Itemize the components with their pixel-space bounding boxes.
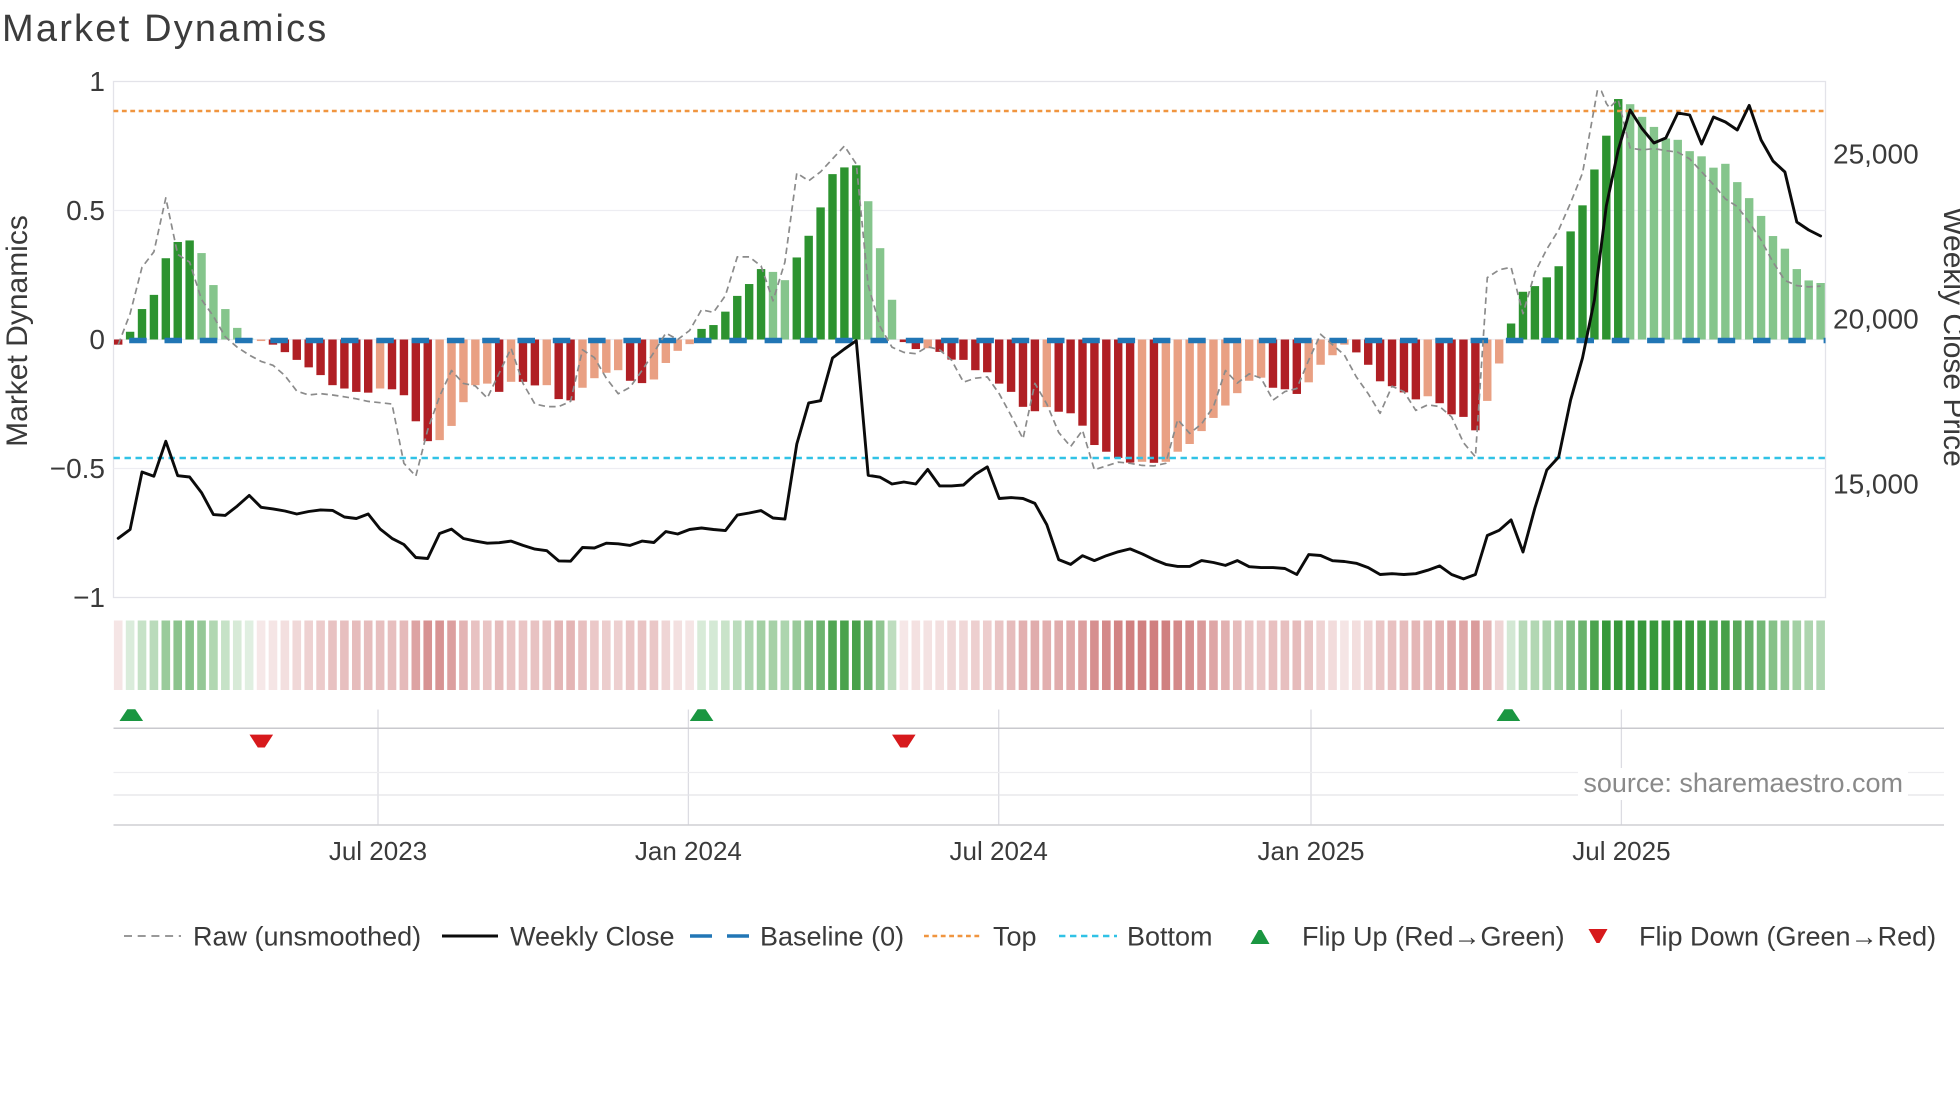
- svg-text:source: sharemaestro.com: source: sharemaestro.com: [1583, 768, 1903, 798]
- svg-text:Jul 2023: Jul 2023: [329, 836, 427, 866]
- svg-text:25,000: 25,000: [1833, 139, 1919, 170]
- svg-text:Top: Top: [993, 922, 1037, 952]
- svg-text:Jan 2025: Jan 2025: [1258, 836, 1365, 866]
- svg-text:Market Dynamics: Market Dynamics: [1, 215, 34, 447]
- svg-text:Bottom: Bottom: [1127, 922, 1213, 952]
- svg-text:Baseline (0): Baseline (0): [760, 922, 904, 952]
- svg-text:Weekly Close: Weekly Close: [510, 922, 675, 952]
- svg-text:20,000: 20,000: [1833, 304, 1919, 335]
- svg-text:Flip Down (Green→Red): Flip Down (Green→Red): [1639, 922, 1936, 952]
- svg-text:Jul 2024: Jul 2024: [950, 836, 1048, 866]
- svg-text:Flip Up (Red→Green): Flip Up (Red→Green): [1302, 922, 1565, 952]
- svg-text:Jan 2024: Jan 2024: [635, 836, 742, 866]
- svg-text:15,000: 15,000: [1833, 469, 1919, 500]
- svg-text:−0.5: −0.5: [50, 453, 105, 484]
- svg-text:Weekly Close Price: Weekly Close Price: [1937, 207, 1960, 467]
- svg-text:0.5: 0.5: [66, 195, 105, 226]
- svg-text:Jul 2025: Jul 2025: [1572, 836, 1670, 866]
- svg-text:1: 1: [89, 66, 105, 97]
- svg-text:−1: −1: [73, 582, 105, 613]
- svg-text:Raw (unsmoothed): Raw (unsmoothed): [193, 922, 421, 952]
- svg-text:0: 0: [89, 324, 105, 355]
- svg-text:Market Dynamics: Market Dynamics: [2, 8, 329, 50]
